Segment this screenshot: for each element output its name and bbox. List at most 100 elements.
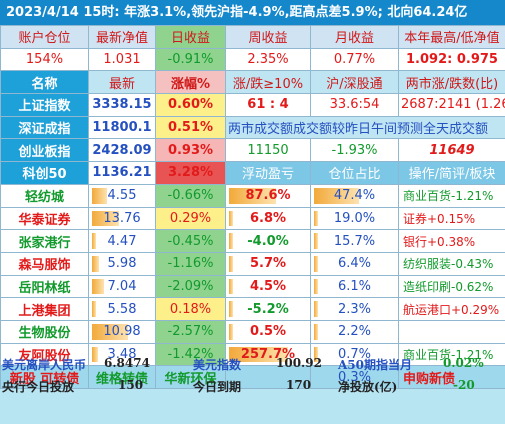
header-month-return: 月收益 bbox=[310, 25, 399, 49]
holding-row[interactable]: 岳阳林纸 7.04 -2.09% 4.5% 6.1% 造纸印刷-0.62% bbox=[0, 274, 505, 299]
holding-row[interactable]: 森马服饰 5.98 -1.16% 5.7% 6.4% 纺织服装-0.43% bbox=[0, 251, 505, 276]
stock-price: 3.48 bbox=[88, 342, 156, 367]
index-name[interactable]: 科创50 bbox=[0, 161, 89, 185]
weight-bar bbox=[314, 187, 359, 204]
holding-row[interactable]: 友阿股份 3.48 -1.42% 257.7% 0.7% 商业百货-1.21% bbox=[0, 342, 505, 367]
portfolio-table: 账户仓位 最新净值 日收益 周收益 月收益 本年最高/低净值 154% 1.03… bbox=[0, 25, 505, 389]
stock-note: 商业百货-1.21% bbox=[398, 183, 505, 208]
stock-note: 造纸印刷-0.62% bbox=[398, 274, 505, 299]
turnover-note: 两市成交额成交额较昨日午间预测全天成交额 bbox=[225, 115, 505, 140]
header-last: 最新 bbox=[88, 70, 156, 95]
holding-row[interactable]: 上港集团 5.58 0.18% -5.2% 2.3% 航运港口+0.29% bbox=[0, 297, 505, 321]
stock-name[interactable]: 华泰证券 bbox=[0, 206, 89, 231]
index-name[interactable]: 创业板指 bbox=[0, 138, 89, 163]
up-down-count: 2687:2141 (1.26) bbox=[398, 93, 505, 117]
stock-price: 7.04 bbox=[88, 274, 156, 299]
price-bar bbox=[92, 255, 100, 272]
price-bar bbox=[92, 210, 119, 227]
header-note: 操作/简评/板块 bbox=[398, 161, 505, 185]
pnl-bar bbox=[229, 323, 233, 340]
turnover-change: -1.93% bbox=[310, 138, 399, 163]
stock-name[interactable]: 岳阳林纸 bbox=[0, 274, 89, 299]
holding-row[interactable]: 张家港行 4.47 -0.45% -4.0% 15.7% 银行+0.38% bbox=[0, 229, 505, 253]
weight-bar bbox=[314, 210, 318, 227]
index-header-row: 名称 最新 涨幅% 涨/跌≥10% 沪/深股通 两市涨/跌数(比) bbox=[0, 70, 505, 95]
pnl-bar bbox=[229, 278, 233, 295]
account-year-high-low: 1.092: 0.975 bbox=[398, 47, 505, 72]
footer-pboc-row: 央行今日投放 150 今日到期 170 净投放(亿) -20 bbox=[0, 378, 505, 400]
stock-name[interactable]: 友阿股份 bbox=[0, 342, 89, 367]
header-week-return: 周收益 bbox=[225, 25, 311, 49]
index-row[interactable]: 深证成指 11800.1 0.51% 两市成交额成交额较昨日午间预测全天成交额 bbox=[0, 115, 505, 140]
holding-row[interactable]: 轻纺城 4.55 -0.66% 87.6% 47.4% 商业百货-1.21% bbox=[0, 183, 505, 208]
stock-name[interactable]: 轻纺城 bbox=[0, 183, 89, 208]
stock-name[interactable]: 森马服饰 bbox=[0, 251, 89, 276]
price-bar bbox=[92, 346, 98, 363]
stock-pnl: 87.6% bbox=[225, 183, 311, 208]
pnl-bar bbox=[229, 301, 233, 317]
index-name[interactable]: 上证指数 bbox=[0, 93, 89, 117]
account-day: -0.91% bbox=[155, 47, 226, 72]
stock-price: 5.58 bbox=[88, 297, 156, 321]
pboc-value: 150 bbox=[118, 378, 144, 392]
stock-note: 航运港口+0.29% bbox=[398, 297, 505, 321]
stock-price: 5.98 bbox=[88, 251, 156, 276]
turnover-forecast: 11649 bbox=[398, 138, 505, 163]
index-row[interactable]: 上证指数 3338.15 0.60% 61 : 4 33.6:54 2687:2… bbox=[0, 93, 505, 117]
account-position: 154% bbox=[0, 47, 89, 72]
index-last: 11800.1 bbox=[88, 115, 156, 140]
index-row[interactable]: 科创50 1136.21 3.28% 浮动盈亏 仓位占比 操作/简评/板块 bbox=[0, 161, 505, 185]
pboc-label: 央行今日投放 bbox=[2, 380, 75, 394]
ipo-stock[interactable]: 华新环保 bbox=[155, 365, 226, 389]
summary-banner: 2023/4/14 15时: 年涨3.1%,领先沪指-4.9%,距高点差5.9%… bbox=[0, 0, 505, 25]
pnl-bar bbox=[229, 255, 233, 272]
account-month: 0.77% bbox=[310, 47, 399, 72]
holding-row[interactable]: 生物股份 10.98 -2.57% 0.5% 2.2% bbox=[0, 319, 505, 344]
stock-pnl: 6.8% bbox=[225, 206, 311, 231]
stock-pct: -2.57% bbox=[155, 319, 226, 344]
ipo-note: 申购新债 bbox=[398, 365, 505, 389]
header-year-high-low: 本年最高/低净值 bbox=[398, 25, 505, 49]
stock-price: 13.76 bbox=[88, 206, 156, 231]
net-value: -20 bbox=[453, 378, 475, 392]
fx-label: 美元离岸人民币 bbox=[2, 358, 87, 372]
ipo-weight: 0.3% bbox=[310, 365, 399, 389]
stock-pnl: 257.7% bbox=[225, 342, 311, 367]
pnl-bar bbox=[229, 187, 276, 204]
weight-bar bbox=[314, 233, 318, 249]
pnl-bar bbox=[229, 233, 233, 249]
holding-row[interactable]: 华泰证券 13.76 0.29% 6.8% 19.0% 证券+0.15% bbox=[0, 206, 505, 231]
header-position: 账户仓位 bbox=[0, 25, 89, 49]
a50-value: 0.02% bbox=[443, 356, 484, 370]
stock-pct: 0.18% bbox=[155, 297, 226, 321]
price-bar bbox=[92, 187, 107, 204]
price-bar bbox=[92, 278, 104, 295]
stock-name[interactable]: 张家港行 bbox=[0, 229, 89, 253]
index-pct: 0.51% bbox=[155, 115, 226, 140]
stock-pnl: 5.7% bbox=[225, 251, 311, 276]
stock-name[interactable]: 生物股份 bbox=[0, 319, 89, 344]
stock-name[interactable]: 上港集团 bbox=[0, 297, 89, 321]
price-bar bbox=[92, 233, 96, 249]
connect-flow: 33.6:54 bbox=[310, 93, 399, 117]
index-name[interactable]: 深证成指 bbox=[0, 115, 89, 140]
weight-bar bbox=[314, 301, 318, 317]
ipo-label: 新股 可转债 bbox=[0, 365, 89, 389]
stock-note: 商业百货-1.21% bbox=[398, 342, 505, 367]
header-nav: 最新净值 bbox=[88, 25, 156, 49]
stock-weight: 6.4% bbox=[310, 251, 399, 276]
header-limit-count: 涨/跌≥10% bbox=[225, 70, 311, 95]
limit-count: 61 : 4 bbox=[225, 93, 311, 117]
dxy-value: 100.92 bbox=[276, 356, 322, 370]
stock-weight: 2.2% bbox=[310, 319, 399, 344]
ipo-bond[interactable]: 维格转债 bbox=[88, 365, 156, 389]
stock-pct: -2.09% bbox=[155, 274, 226, 299]
stock-pnl: -5.2% bbox=[225, 297, 311, 321]
index-row[interactable]: 创业板指 2428.09 0.93% 11150 -1.93% 11649 bbox=[0, 138, 505, 163]
a50-label: A50期指当月 bbox=[338, 358, 413, 372]
stock-note: 证券+0.15% bbox=[398, 206, 505, 231]
header-day-return: 日收益 bbox=[155, 25, 226, 49]
net-label: 净投放(亿) bbox=[338, 380, 398, 394]
index-last: 2428.09 bbox=[88, 138, 156, 163]
